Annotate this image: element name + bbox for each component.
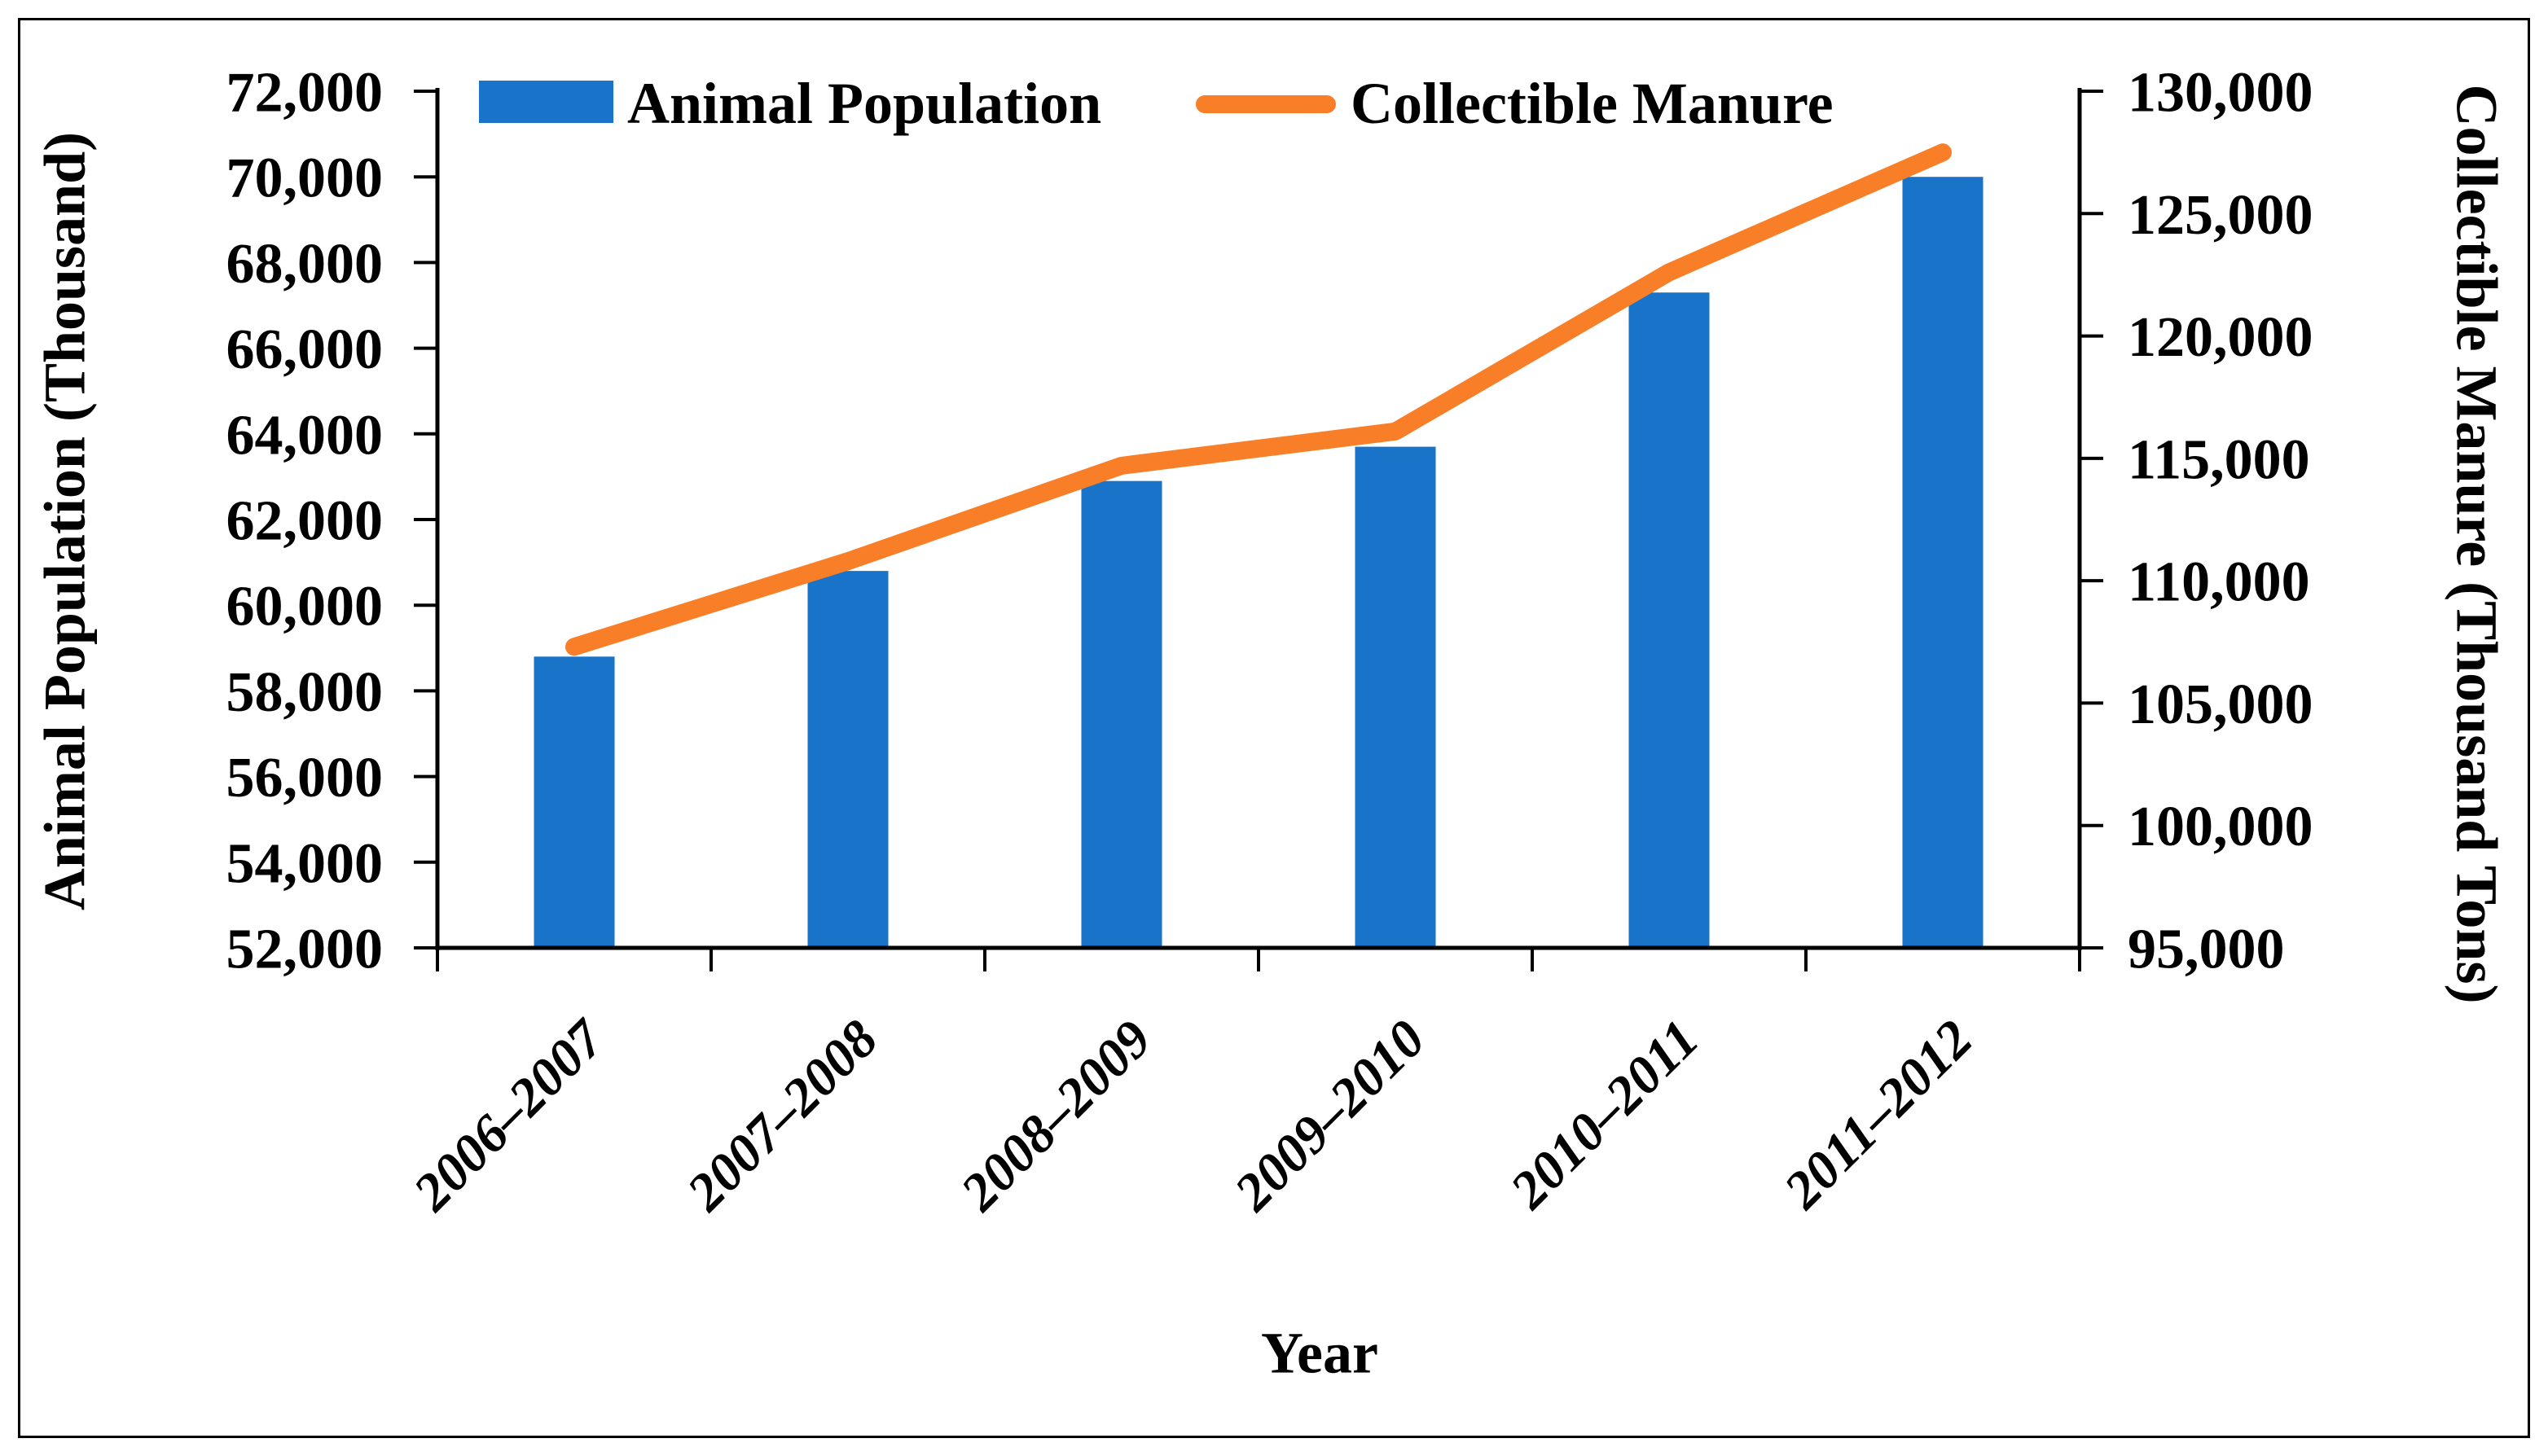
- x-category-label: 2007–2008: [675, 1009, 889, 1222]
- figure-border: [18, 18, 2530, 1438]
- bar-2006–2007: [534, 656, 615, 948]
- left-tick-label: 62,000: [226, 490, 384, 553]
- left-tick-label: 60,000: [226, 576, 384, 638]
- legend-label-animal-population: Animal Population: [627, 71, 1102, 136]
- x-category-label: 2011–2012: [1773, 1009, 1984, 1221]
- left-tick-label: 70,000: [226, 147, 384, 210]
- right-tick-label: 125,000: [2128, 184, 2313, 247]
- left-tick-label: 68,000: [226, 233, 384, 296]
- right-tick-label: 100,000: [2128, 796, 2313, 858]
- right-axis-title: Collectible Manure (Thousand Tons): [2444, 84, 2510, 1004]
- right-tick-label: 95,000: [2128, 919, 2285, 981]
- right-tick-label: 110,000: [2128, 551, 2310, 614]
- right-tick-label: 130,000: [2128, 62, 2313, 125]
- left-tick-label: 64,000: [226, 404, 384, 467]
- bar-2007–2008: [807, 571, 889, 948]
- bar-2011–2012: [1902, 177, 1983, 948]
- right-tick-label: 115,000: [2128, 428, 2310, 491]
- x-category-label: 2008–2009: [949, 1009, 1162, 1222]
- x-category-label: 2009–2010: [1223, 1009, 1436, 1222]
- right-tick-label: 120,000: [2128, 306, 2313, 369]
- right-tick-label: 105,000: [2128, 673, 2313, 736]
- left-tick-label: 66,000: [226, 318, 384, 381]
- legend-line-swatch: [1196, 95, 1336, 113]
- x-axis-title: Year: [1261, 1320, 1378, 1386]
- x-category-label: 2006–2007: [402, 1007, 617, 1222]
- left-tick-label: 56,000: [226, 747, 384, 809]
- manure-line: [565, 143, 1952, 656]
- legend-bar-swatch: [479, 81, 613, 123]
- left-tick-label: 52,000: [226, 919, 384, 981]
- bar-2009–2010: [1355, 446, 1436, 948]
- bar-2010–2011: [1628, 292, 1710, 949]
- bar-2008–2009: [1081, 480, 1162, 948]
- left-axis-title: Animal Population (Thousand): [32, 131, 98, 911]
- x-category-label: 2010–2011: [1499, 1009, 1711, 1221]
- left-tick-label: 72,000: [226, 62, 384, 125]
- left-tick-label: 58,000: [226, 661, 384, 724]
- left-tick-label: 54,000: [226, 832, 384, 895]
- legend-label-collectible-manure: Collectible Manure: [1351, 71, 1834, 136]
